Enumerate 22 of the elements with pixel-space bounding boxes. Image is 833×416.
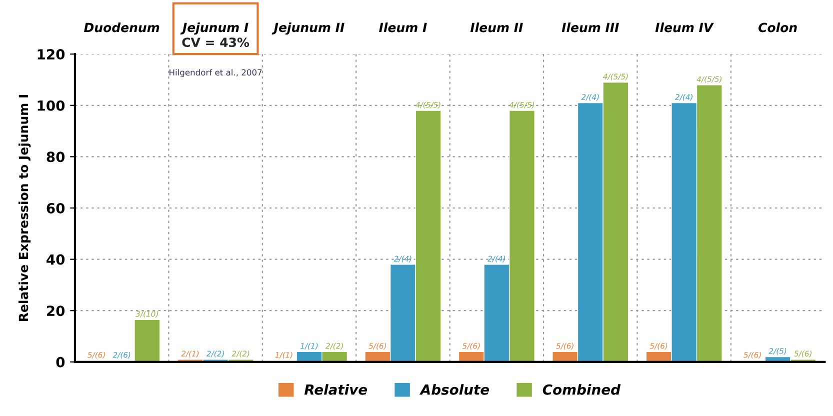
y-tick-label: 0: [56, 356, 65, 368]
x-tick-label: Ileum IV: [655, 22, 714, 32]
x-tick-label: Duodenum: [84, 22, 160, 32]
y-tick-label: 100: [38, 100, 65, 111]
x-tick-label: Ileum III: [562, 22, 619, 32]
x-tick-label: Jejunum I: [180, 22, 248, 35]
x-tick-label: Jejunum II: [272, 22, 344, 35]
y-tick-label: 60: [46, 202, 65, 214]
x-tick-label: Ileum I: [379, 22, 427, 32]
annotation: Hilgendorf et al., 2007: [170, 69, 262, 78]
text: CV = 43%: [182, 38, 250, 48]
y-axis-title: Relative Expression to Jejunum I: [18, 95, 31, 322]
y-tick-label: 120: [38, 49, 65, 60]
y-tick-label: 80: [46, 152, 65, 162]
legend-label: Relative: [304, 384, 368, 395]
legend-label: Absolute: [419, 384, 490, 395]
y-tick-label: 20: [47, 306, 65, 316]
x-tick-label: Colon: [758, 22, 797, 32]
x-tick-label: Ileum II: [470, 22, 523, 32]
legend-label: Combined: [542, 384, 621, 395]
bar: [134, 319, 160, 362]
y-tick-label: 40: [46, 254, 65, 265]
